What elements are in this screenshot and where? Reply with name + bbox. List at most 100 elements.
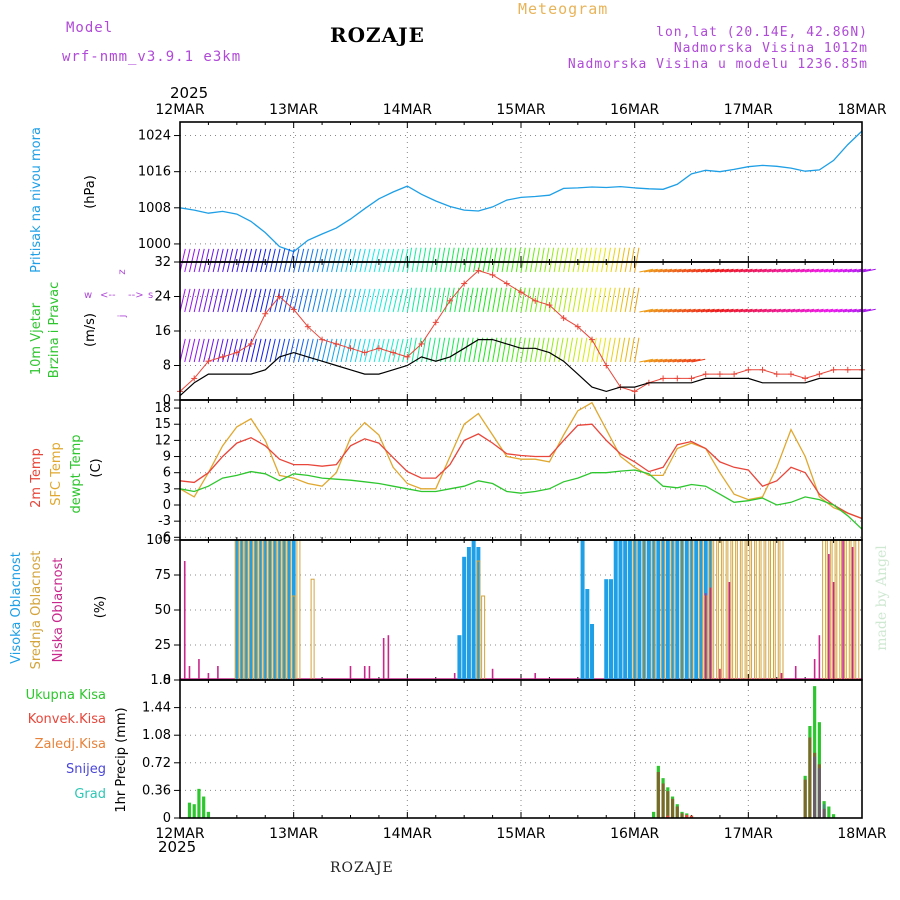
wind-arrow <box>335 248 343 273</box>
low-cloud-bar <box>794 666 797 680</box>
wind-arrow <box>278 338 286 363</box>
wind-arrow <box>610 247 616 273</box>
wind-arrow <box>563 287 569 313</box>
wind-arrow <box>548 337 555 363</box>
total-precip-bar <box>831 814 836 818</box>
wind-arrow <box>222 248 229 273</box>
wind-arrow <box>586 247 593 273</box>
wind-arrow <box>748 268 763 273</box>
dewpt-line <box>179 469 863 530</box>
grid-precip-bar <box>808 737 812 818</box>
low-cloud-axis-label: Niska Oblacnost <box>51 558 66 663</box>
wind-arrow <box>563 247 569 273</box>
pressure-line <box>179 130 863 253</box>
wind-arrow <box>492 287 498 313</box>
grid-precip-bar <box>675 806 679 818</box>
wind-arrow <box>667 308 682 313</box>
wind-arrow <box>596 247 602 273</box>
wind-arrow <box>719 268 734 273</box>
high-cloud-bar <box>286 540 291 680</box>
mid-cloud-bar <box>779 539 784 681</box>
high-cloud-bar <box>239 540 244 680</box>
y-tick-label: 1016 <box>138 165 171 180</box>
y-tick-label: 0 <box>163 811 171 826</box>
wind-arrow <box>463 337 469 363</box>
mid-cloud-bar <box>760 539 765 681</box>
wind-arrow <box>691 268 706 273</box>
wind-arrow <box>771 268 786 273</box>
wind-arrow <box>615 287 621 313</box>
high-cloud-bar <box>604 579 609 680</box>
wind-arrow <box>515 247 521 273</box>
low-cloud-bar <box>368 666 371 680</box>
sfc-temp-line <box>179 401 863 520</box>
high-cloud-bar <box>665 540 670 680</box>
y-tick-label: 0 <box>163 673 171 688</box>
y-tick-label: 24 <box>154 290 171 305</box>
mid-cloud-bar <box>717 539 722 681</box>
y-tick-label: 1.08 <box>142 728 171 743</box>
wind-arrow <box>824 308 838 313</box>
y-tick-label: 16 <box>154 324 171 339</box>
mid-cloud-bar <box>836 539 841 681</box>
wind-arrow <box>677 268 692 273</box>
high-cloud-bar <box>684 540 689 680</box>
wind-arrow <box>245 248 253 273</box>
wind-arrow <box>814 308 829 313</box>
wind-arrow <box>795 268 810 273</box>
wind-arrow <box>302 288 309 313</box>
wind-arrow <box>861 308 876 313</box>
wind-arrow <box>368 248 376 273</box>
watermark: made by Angel <box>874 545 890 651</box>
low-cloud-bar <box>188 666 191 680</box>
wind-arrow <box>790 268 805 273</box>
wind-arrow <box>449 287 455 313</box>
wind-arrow <box>776 268 791 273</box>
wind-arrow <box>316 288 324 313</box>
wind-arrow <box>572 247 578 273</box>
low-cloud-bar <box>728 582 731 680</box>
wind-arrow <box>658 308 673 313</box>
total-precip-bar <box>197 788 201 818</box>
low-cloud-bar <box>453 673 456 680</box>
wind-arrow <box>715 308 730 313</box>
high-cloud-bar <box>291 540 296 680</box>
wind-arrow <box>421 287 427 313</box>
wind-arrow <box>326 288 333 313</box>
wind-arrow <box>435 287 441 313</box>
wind-arrow <box>601 287 607 313</box>
wind-arrow <box>345 338 352 363</box>
mid-cloud-bar <box>310 578 315 681</box>
wind-arrow <box>809 268 824 273</box>
high-cloud-bar <box>627 540 632 680</box>
high-cloud-bar <box>670 540 675 680</box>
cloud-unit-label: (%) <box>93 596 108 619</box>
y-tick-label: -3 <box>158 514 171 529</box>
wind-arrow <box>506 337 512 363</box>
grid-precip-bar <box>656 772 660 818</box>
wind-arrow <box>648 308 663 313</box>
wind-arrow <box>312 248 319 273</box>
wind-arrow <box>586 287 593 313</box>
high-cloud-bar <box>234 540 239 680</box>
wind-arrow <box>179 248 186 273</box>
wind-arrow <box>814 268 829 273</box>
wind-arrow <box>293 248 300 273</box>
wind-arrow <box>781 308 796 313</box>
wind-arrow <box>288 338 295 363</box>
grid-precip-bar <box>661 783 665 818</box>
wind-arrow <box>302 248 309 273</box>
wind-arrow <box>236 248 243 273</box>
wind-arrow <box>231 288 238 313</box>
wind-arrow <box>421 247 427 273</box>
wind-arrow <box>529 247 536 273</box>
wind-arrow <box>757 308 772 313</box>
grid-precip-bar <box>666 791 670 818</box>
year-bottom: 2025 <box>158 838 197 856</box>
wind-arrow <box>222 338 229 363</box>
wind-arrow <box>335 338 343 363</box>
x-tick-label-top: 12MAR <box>155 102 204 118</box>
wind-arrow <box>293 288 300 313</box>
wind-arrow <box>700 308 715 313</box>
high-cloud-bar <box>249 540 254 680</box>
